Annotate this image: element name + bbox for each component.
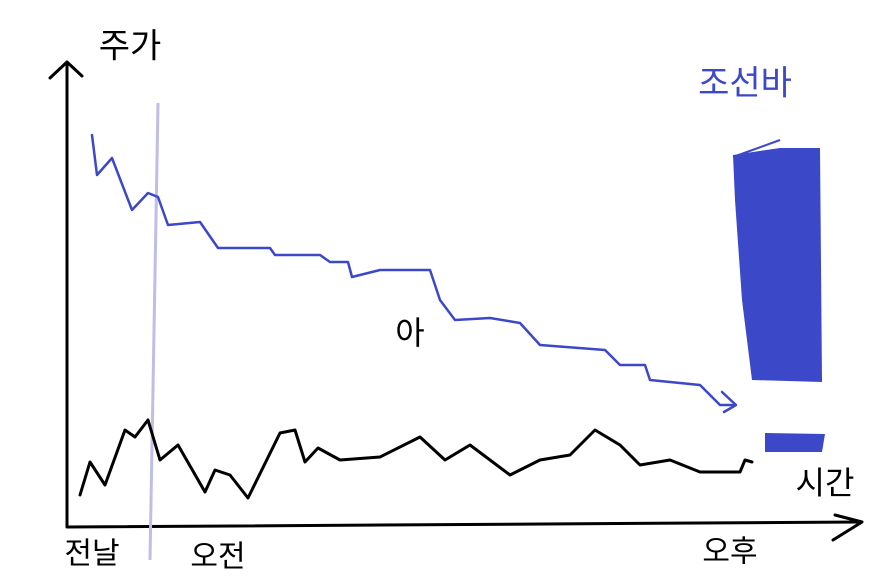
x-label: 오후 bbox=[702, 535, 757, 570]
bar-label: 조선바 bbox=[698, 64, 792, 104]
x-label: 전날 bbox=[64, 537, 119, 572]
candle-bar bbox=[733, 148, 822, 382]
volume-line bbox=[78, 418, 754, 500]
axes bbox=[65, 63, 862, 529]
price-arrow bbox=[720, 390, 738, 414]
small-bar bbox=[765, 433, 825, 452]
y-axis-label: 주가 bbox=[99, 27, 162, 67]
x-label: 오전 bbox=[190, 540, 245, 575]
x-arrow bbox=[831, 513, 864, 542]
x-axis-label: 시간 bbox=[796, 464, 855, 502]
line-label: 아 bbox=[395, 314, 424, 352]
marker-line bbox=[148, 102, 160, 561]
y-arrow bbox=[48, 60, 84, 80]
price-line bbox=[90, 133, 737, 407]
